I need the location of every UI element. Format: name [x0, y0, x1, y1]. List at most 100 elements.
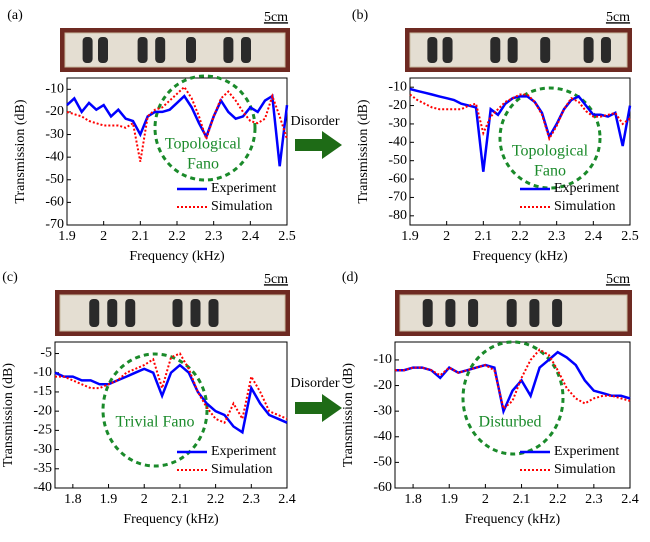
- arrow: [295, 131, 342, 159]
- x-tick-label: 1.8: [64, 492, 82, 507]
- x-tick-label: 2: [100, 229, 107, 244]
- cylinder: [552, 299, 563, 327]
- y-tick-label: -50: [45, 172, 64, 187]
- legend-label: Experiment: [211, 444, 276, 459]
- panel-label: (c): [2, 270, 18, 285]
- y-tick-label: -35: [33, 461, 52, 476]
- series-line: [66, 93, 289, 167]
- y-tick-label: -20: [373, 378, 392, 393]
- y-tick-label: -30: [373, 403, 392, 418]
- cylinder: [98, 37, 108, 63]
- cylinder: [190, 299, 201, 327]
- y-tick-label: -60: [388, 171, 407, 186]
- x-tick-label: 2.5: [278, 229, 296, 244]
- y-tick-label: -30: [33, 442, 52, 457]
- legend-label: Experiment: [554, 444, 619, 459]
- y-tick-label: -60: [45, 195, 64, 210]
- y-tick-label: -50: [388, 153, 407, 168]
- y-tick-label: -70: [45, 217, 64, 232]
- y-tick-label: -20: [45, 104, 64, 119]
- y-tick-label: -10: [388, 79, 407, 94]
- x-tick-label: 2.4: [585, 229, 603, 244]
- y-axis-label: Transmission (dB): [341, 363, 356, 467]
- y-tick-label: -50: [373, 455, 392, 470]
- y-tick-label: -20: [33, 403, 52, 418]
- scale-label: 5cm: [606, 272, 630, 287]
- highlight-circle: [461, 340, 565, 456]
- series-line: [409, 93, 631, 142]
- y-tick-label: -25: [33, 423, 52, 438]
- legend-label: Simulation: [211, 199, 272, 214]
- x-tick-label: 1.9: [401, 229, 419, 244]
- scale-label: 5cm: [264, 272, 288, 287]
- legend-label: Simulation: [211, 462, 272, 477]
- y-tick-label: -40: [388, 135, 407, 150]
- arrow-label: Disorder: [291, 114, 340, 129]
- highlight-circle: [498, 86, 602, 190]
- scale-label: 5cm: [264, 10, 288, 25]
- cylinder: [107, 299, 118, 327]
- series-line: [395, 350, 631, 416]
- x-axis-label: Frequency (kHz): [129, 249, 225, 264]
- y-tick-label: -10: [45, 82, 64, 97]
- cylinder: [507, 37, 518, 63]
- x-axis-label: Frequency (kHz): [472, 249, 568, 264]
- legend-label: Simulation: [554, 462, 615, 477]
- annotation: Topological: [165, 136, 242, 153]
- series-line: [66, 85, 288, 162]
- annotation: Disturbed: [478, 414, 541, 431]
- x-tick-label: 2.3: [585, 492, 603, 507]
- y-tick-label: -40: [45, 149, 64, 164]
- cylinder: [125, 299, 136, 327]
- cylinder: [223, 37, 234, 63]
- y-tick-label: -15: [33, 384, 52, 399]
- cylinder: [468, 299, 479, 327]
- cylinder: [186, 37, 196, 63]
- x-tick-label: 2: [482, 492, 489, 507]
- y-tick-label: -10: [33, 365, 52, 380]
- series-line: [409, 87, 632, 172]
- arrow: [295, 394, 342, 422]
- x-tick-label: 1.8: [404, 492, 422, 507]
- x-axis-label: Frequency (kHz): [465, 512, 561, 527]
- y-tick-label: -10: [373, 352, 392, 367]
- x-tick-label: 2: [443, 229, 450, 244]
- cylinder: [506, 299, 517, 327]
- x-tick-label: 2.4: [278, 492, 296, 507]
- cylinder: [427, 37, 438, 63]
- legend-label: Experiment: [554, 181, 619, 196]
- x-tick-label: 2.4: [242, 229, 260, 244]
- annotation: Fano: [187, 156, 219, 173]
- x-tick-label: 1.9: [100, 492, 118, 507]
- arrow-label: Disorder: [291, 376, 340, 391]
- x-tick-label: 2.1: [513, 492, 531, 507]
- series-line: [395, 348, 631, 411]
- plot-frame: [394, 341, 631, 489]
- cylinder: [583, 37, 594, 63]
- x-tick-label: 2.4: [621, 492, 639, 507]
- y-tick-label: -30: [388, 116, 407, 131]
- y-tick-label: -60: [373, 480, 392, 495]
- x-tick-label: 1.9: [440, 492, 458, 507]
- annotation: Topological: [512, 143, 589, 160]
- legend-label: Simulation: [554, 199, 615, 214]
- y-tick-label: -80: [388, 208, 407, 223]
- x-tick-label: 2.1: [132, 229, 150, 244]
- x-tick-label: 2.2: [511, 229, 529, 244]
- y-tick-label: -20: [388, 98, 407, 113]
- y-axis-label: Transmission (dB): [13, 99, 28, 203]
- x-tick-label: 2.5: [621, 229, 639, 244]
- panel-label: (d): [342, 270, 359, 285]
- x-tick-label: 2.2: [549, 492, 567, 507]
- scale-label: 5cm: [606, 10, 630, 25]
- cylinder: [422, 299, 433, 327]
- cylinder: [600, 37, 611, 63]
- cylinder: [241, 37, 251, 63]
- series-line: [54, 363, 288, 435]
- x-tick-label: 2.3: [243, 492, 261, 507]
- cylinder: [137, 37, 148, 63]
- highlight-circle: [101, 352, 209, 468]
- y-axis-label: Transmission (dB): [356, 99, 371, 203]
- x-tick-label: 2.2: [207, 492, 225, 507]
- x-axis-label: Frequency (kHz): [123, 512, 219, 527]
